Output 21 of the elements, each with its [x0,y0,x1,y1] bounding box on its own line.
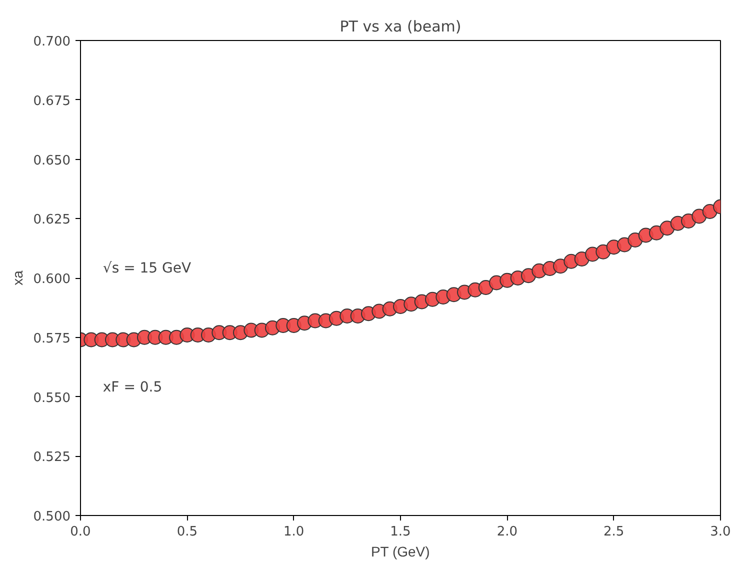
y-tick-label: 0.600 [33,272,70,287]
chart-title: PT vs xa (beam) [340,18,462,36]
y-tick-label: 0.575 [33,331,70,346]
x-tick-label: 0.5 [176,524,198,540]
x-axis-title: PT (GeV) [370,544,430,560]
x-tick-label: 3.0 [710,524,731,540]
y-tick-label: 0.700 [33,34,70,50]
annotation: √s = 15 GeV [102,260,192,276]
annotation: xF = 0.5 [102,379,162,396]
x-tick-label: 1.5 [390,524,411,540]
y-tick-label: 0.675 [33,94,70,109]
y-axis-title: xa [9,270,26,286]
y-tick-label: 0.500 [33,510,70,524]
x-tick-label: 2.5 [603,524,624,540]
x-tick-label: 2.0 [496,524,518,540]
y-tick-label: 0.625 [33,212,70,228]
y-tick-label: 0.550 [33,390,70,406]
x-tick-label: 0.0 [70,524,91,540]
x-tick-label: 1.0 [283,524,304,540]
y-tick-label: 0.650 [33,153,70,168]
y-tick-label: 0.525 [33,450,70,466]
